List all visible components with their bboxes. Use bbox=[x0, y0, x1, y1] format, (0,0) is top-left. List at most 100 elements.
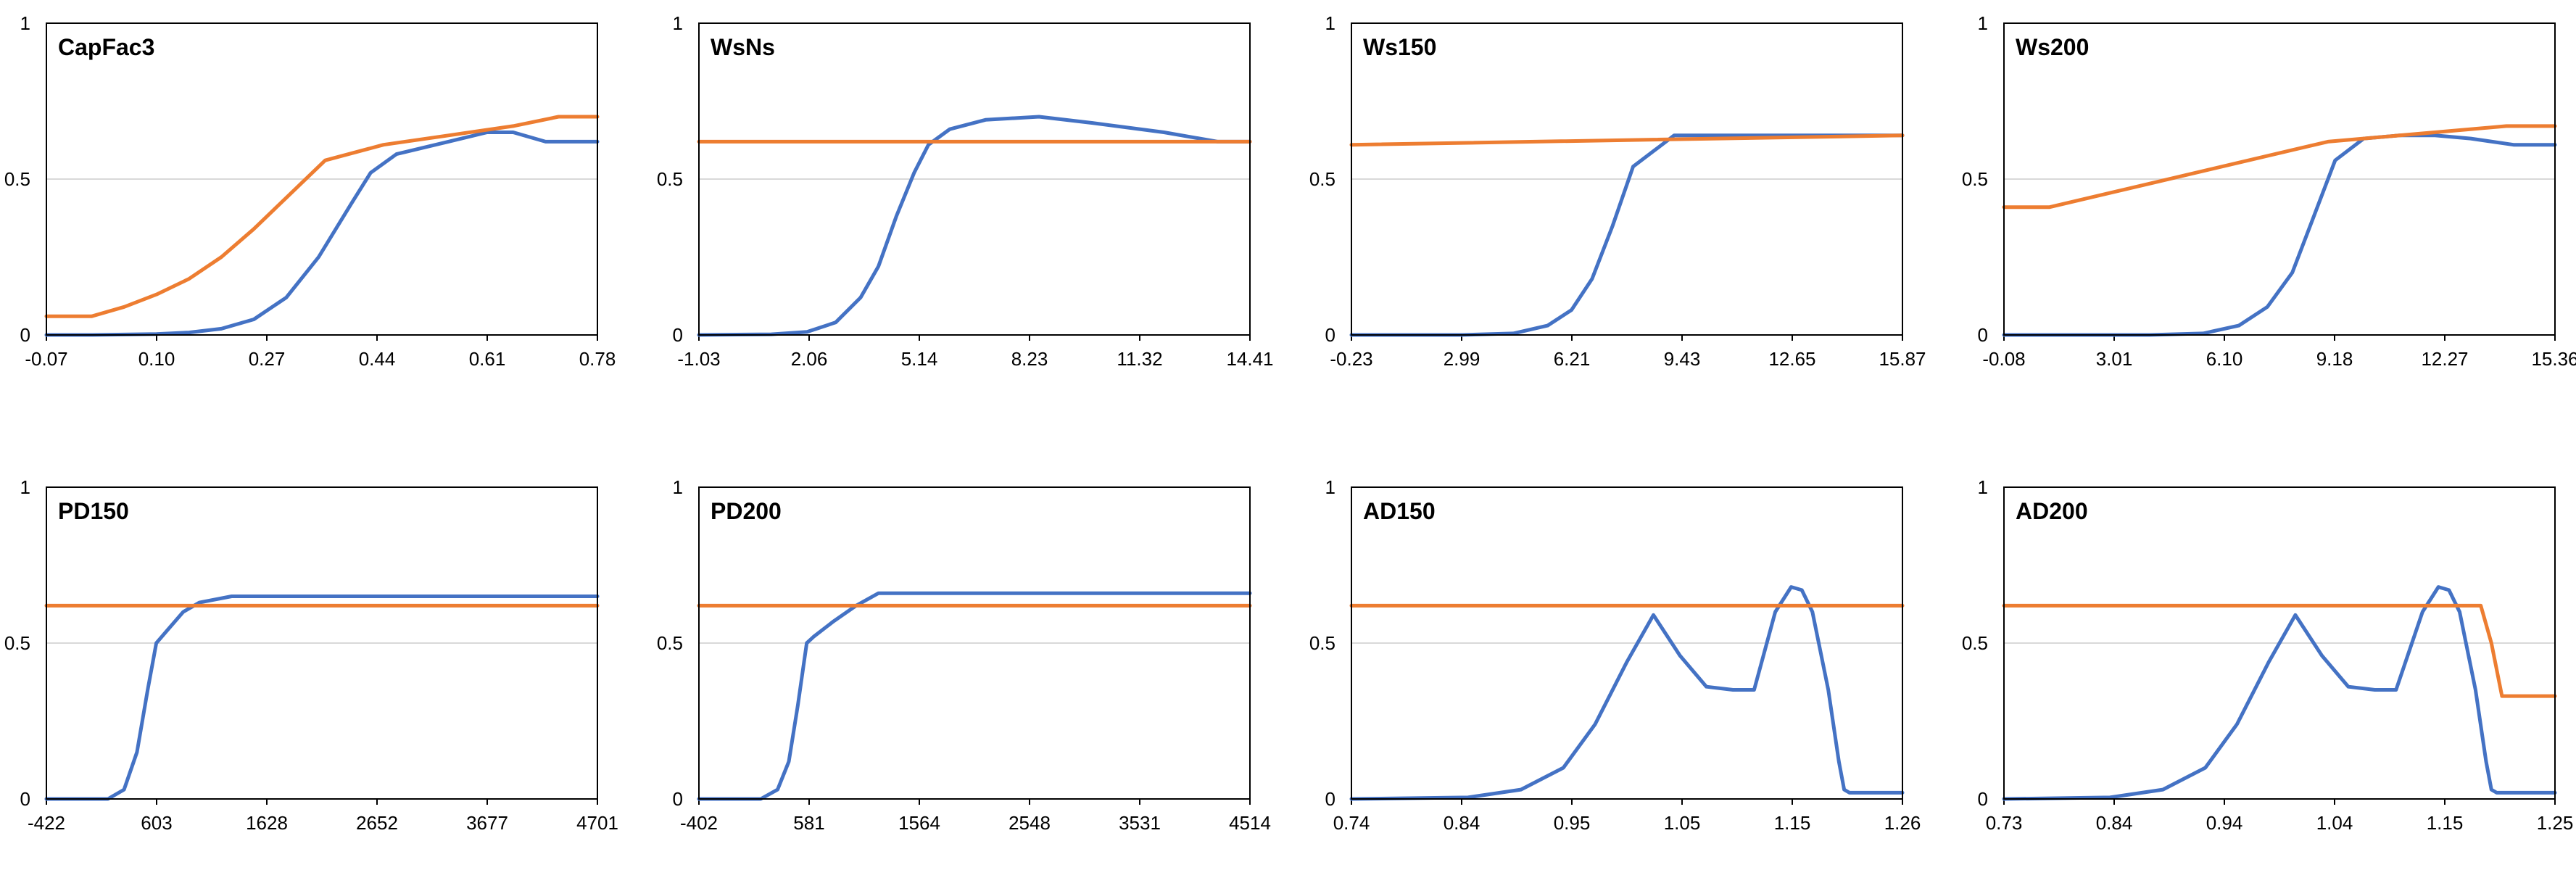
y-tick-label: 0 bbox=[1325, 788, 1335, 810]
x-tick-label: 14.41 bbox=[1226, 348, 1273, 370]
x-tick-label: 1.04 bbox=[2316, 812, 2353, 834]
y-tick-label: 0.5 bbox=[4, 632, 30, 654]
x-tick-label: 4514 bbox=[1229, 812, 1271, 834]
series-line-orange bbox=[1349, 133, 1905, 147]
y-tick-label: 0.5 bbox=[657, 168, 683, 190]
plot-frame bbox=[2003, 486, 2556, 800]
series-line-blue bbox=[44, 594, 600, 801]
x-tick-label: 3.01 bbox=[2096, 348, 2133, 370]
y-tick-label: 0 bbox=[673, 324, 683, 346]
x-tick-label: 6.21 bbox=[1554, 348, 1591, 370]
x-tick-label: 5.14 bbox=[901, 348, 938, 370]
chart-panel-ad150: 0 0.5 1 0.74 0.84 0.95 1.05 1.15 1.26 AD150 bbox=[1305, 464, 1943, 870]
x-tick-label: 1.15 bbox=[1774, 812, 1811, 834]
chart-panel-wsns: 0 0.5 1 -1.03 2.06 5.14 8.23 11.32 14.41 WsNs bbox=[653, 0, 1291, 406]
series-line-blue bbox=[1349, 133, 1905, 337]
chart-title: AD200 bbox=[2016, 498, 2088, 524]
chart-svg: 0 0.5 1 -0.08 3.01 6.10 9.18 12.27 15.36 Ws200 bbox=[1962, 12, 2576, 370]
y-tick-label: 0.5 bbox=[657, 632, 683, 654]
y-tick-label: 1 bbox=[1325, 12, 1335, 34]
x-tick-label: 0.44 bbox=[359, 348, 396, 370]
chart-svg: 0 0.5 1 -1.03 2.06 5.14 8.23 11.32 14.41 WsNs bbox=[657, 12, 1274, 370]
x-tick-label: 1.05 bbox=[1664, 812, 1701, 834]
y-tick-label: 0 bbox=[673, 788, 683, 810]
series-line-blue bbox=[2002, 585, 2557, 801]
x-tick-label: 0.84 bbox=[1444, 812, 1480, 834]
series-line-orange bbox=[2002, 603, 2557, 698]
series-line-blue bbox=[1349, 585, 1905, 801]
plot-frame bbox=[1351, 486, 1903, 800]
y-tick-label: 1 bbox=[1325, 476, 1335, 498]
chart-panel-pd200: 0 0.5 1 -402 581 1564 2548 3531 4514 PD200 bbox=[653, 464, 1291, 870]
x-tick-label: 0.27 bbox=[249, 348, 286, 370]
x-tick-label: -422 bbox=[28, 812, 65, 834]
x-tick-label: 0.74 bbox=[1333, 812, 1370, 834]
x-tick-label: -402 bbox=[680, 812, 718, 834]
y-tick-label: 0.5 bbox=[1962, 632, 1988, 654]
y-tick-label: 1 bbox=[673, 12, 683, 34]
x-tick-label: 603 bbox=[141, 812, 172, 834]
y-tick-label: 0 bbox=[1978, 788, 1988, 810]
chart-svg: 0 0.5 1 -0.07 0.10 0.27 0.44 0.61 0.78 CapFac3 bbox=[4, 12, 616, 370]
y-tick-label: 1 bbox=[20, 476, 30, 498]
chart-panel-ws200: 0 0.5 1 -0.08 3.01 6.10 9.18 12.27 15.36 Ws200 bbox=[1958, 0, 2576, 406]
x-tick-label: 12.27 bbox=[2421, 348, 2468, 370]
chart-svg: 0 0.5 1 -422 603 1628 2652 3677 4701 PD150 bbox=[4, 476, 618, 834]
x-tick-label: -0.08 bbox=[1982, 348, 2025, 370]
x-tick-label: 8.23 bbox=[1011, 348, 1048, 370]
chart-panel-ad200: 0 0.5 1 0.73 0.84 0.94 1.04 1.15 1.25 AD200 bbox=[1958, 464, 2576, 870]
x-tick-label: 0.94 bbox=[2206, 812, 2243, 834]
y-tick-label: 0 bbox=[20, 788, 30, 810]
series-line-blue bbox=[697, 115, 1252, 337]
x-tick-label: -1.03 bbox=[677, 348, 720, 370]
chart-title: PD200 bbox=[711, 498, 782, 524]
y-tick-label: 0 bbox=[1325, 324, 1335, 346]
y-tick-label: 0.5 bbox=[1309, 168, 1335, 190]
y-tick-label: 0 bbox=[1978, 324, 1988, 346]
chart-title: AD150 bbox=[1363, 498, 1436, 524]
plot-frame bbox=[46, 22, 598, 336]
x-tick-label: 0.95 bbox=[1554, 812, 1591, 834]
plot-frame bbox=[698, 486, 1251, 800]
x-tick-label: 0.78 bbox=[579, 348, 616, 370]
x-tick-label: 9.43 bbox=[1664, 348, 1701, 370]
series-line-orange bbox=[2002, 124, 2557, 210]
chart-title: Ws150 bbox=[1363, 34, 1436, 60]
chart-panel-pd150: 0 0.5 1 -422 603 1628 2652 3677 4701 PD150 bbox=[0, 464, 638, 870]
x-tick-label: -0.07 bbox=[25, 348, 67, 370]
y-tick-label: 1 bbox=[673, 476, 683, 498]
plot-frame bbox=[2003, 22, 2556, 336]
chart-svg: 0 0.5 1 0.74 0.84 0.95 1.05 1.15 1.26 AD150 bbox=[1309, 476, 1921, 834]
plot-frame bbox=[698, 22, 1251, 336]
y-tick-label: 0.5 bbox=[4, 168, 30, 190]
plot-frame bbox=[46, 486, 598, 800]
y-tick-label: 1 bbox=[1978, 476, 1988, 498]
series-line-orange bbox=[44, 115, 600, 318]
x-tick-label: 2548 bbox=[1009, 812, 1051, 834]
x-tick-label: 0.61 bbox=[469, 348, 506, 370]
x-tick-label: 1.25 bbox=[2537, 812, 2574, 834]
x-tick-label: 1564 bbox=[898, 812, 940, 834]
x-tick-label: 0.10 bbox=[138, 348, 175, 370]
x-tick-label: 15.87 bbox=[1879, 348, 1926, 370]
x-tick-label: 15.36 bbox=[2531, 348, 2576, 370]
y-tick-label: 1 bbox=[20, 12, 30, 34]
chart-svg: 0 0.5 1 0.73 0.84 0.94 1.04 1.15 1.25 AD200 bbox=[1962, 476, 2574, 834]
y-tick-label: 0.5 bbox=[1962, 168, 1988, 190]
x-tick-label: 12.65 bbox=[1768, 348, 1815, 370]
x-tick-label: 9.18 bbox=[2316, 348, 2353, 370]
chart-svg: 0 0.5 1 -402 581 1564 2548 3531 4514 PD200 bbox=[657, 476, 1271, 834]
x-tick-label: 6.10 bbox=[2206, 348, 2243, 370]
x-tick-label: 3531 bbox=[1119, 812, 1161, 834]
y-tick-label: 0 bbox=[20, 324, 30, 346]
x-tick-label: 1.15 bbox=[2427, 812, 2464, 834]
series-line-blue bbox=[697, 591, 1252, 801]
series-line-blue bbox=[44, 130, 600, 337]
x-tick-label: 11.32 bbox=[1117, 348, 1162, 370]
series-line-blue bbox=[2002, 133, 2557, 337]
chart-svg: 0 0.5 1 -0.23 2.99 6.21 9.43 12.65 15.87 Ws150 bbox=[1309, 12, 1926, 370]
chart-title: Ws200 bbox=[2016, 34, 2089, 60]
chart-title: WsNs bbox=[711, 34, 775, 60]
plot-frame bbox=[1351, 22, 1903, 336]
x-tick-label: 4701 bbox=[576, 812, 618, 834]
